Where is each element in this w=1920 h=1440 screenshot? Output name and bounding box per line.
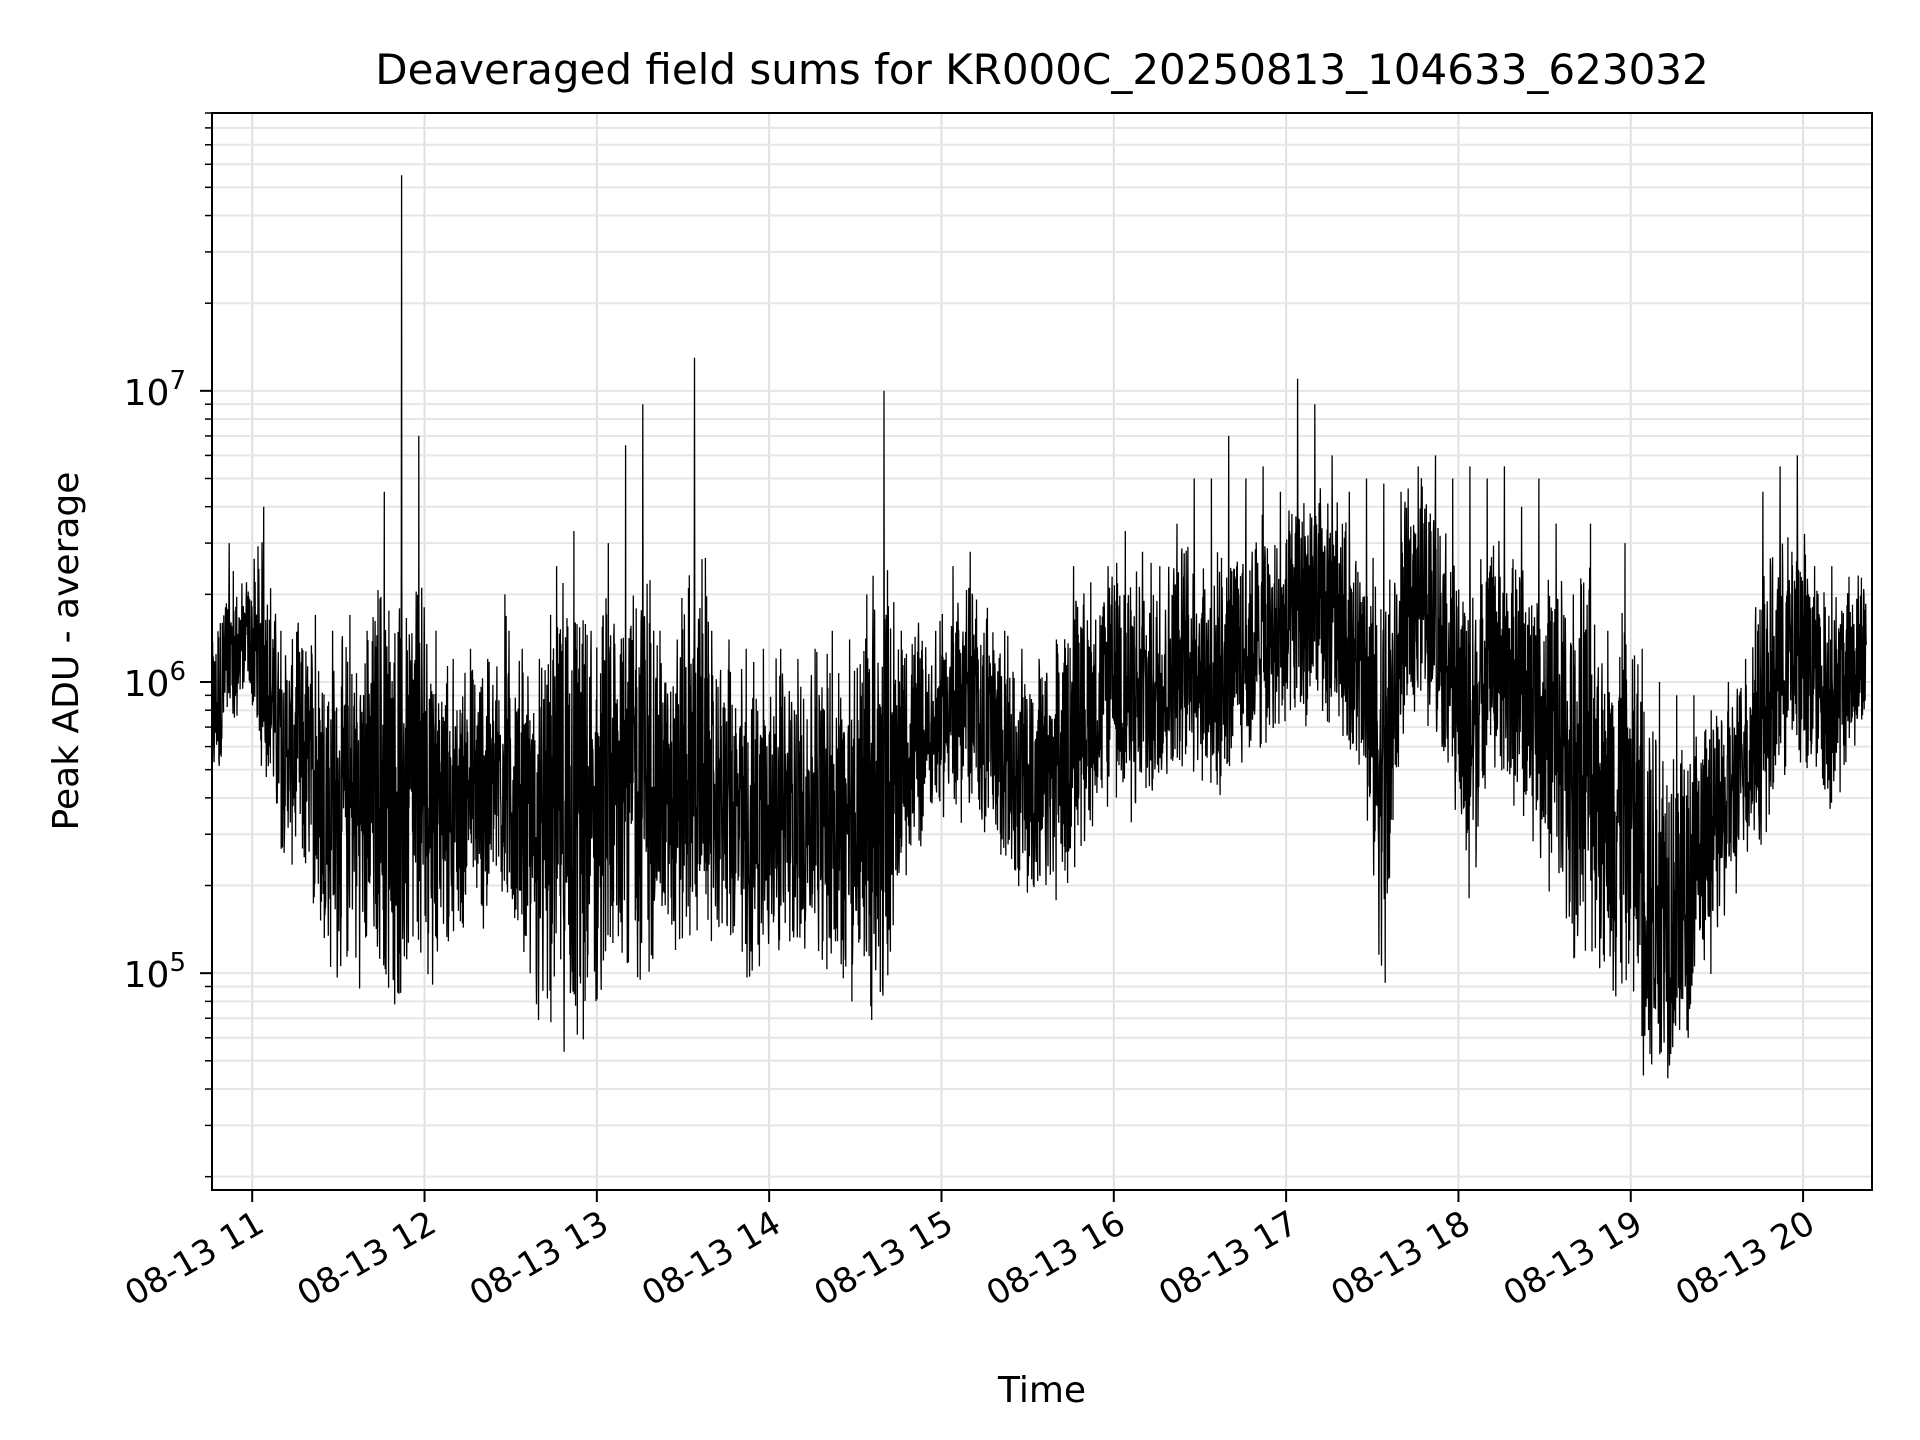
y-tick-base: 10 — [124, 373, 170, 414]
y-axis-label: Peak ADU - average — [46, 472, 87, 831]
y-tick-label: 107 — [124, 366, 186, 414]
y-tick-label: 105 — [124, 948, 186, 996]
y-tick-label: 106 — [124, 657, 186, 705]
x-axis-label: Time — [997, 1370, 1086, 1411]
chart-title: Deaveraged field sums for KR000C_2025081… — [375, 45, 1709, 94]
y-tick-base: 10 — [124, 664, 170, 705]
y-tick-exponent: 5 — [169, 948, 186, 978]
y-tick-base: 10 — [124, 955, 170, 996]
plot-frame — [211, 112, 1873, 1191]
series-group — [211, 175, 1867, 1079]
series-line — [211, 175, 1867, 1079]
y-tick-exponent: 6 — [169, 657, 186, 687]
y-tick-exponent: 7 — [169, 366, 186, 396]
